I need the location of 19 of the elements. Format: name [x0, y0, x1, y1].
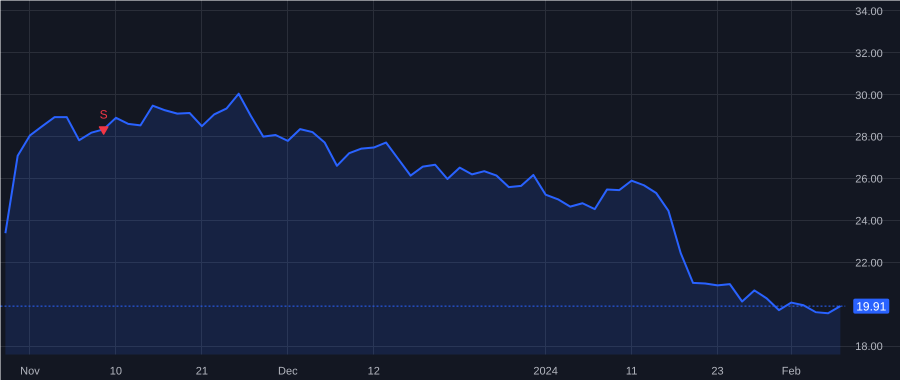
annotation: S	[100, 107, 108, 122]
x-tick-label: 12	[368, 366, 380, 378]
y-tick-label: 28.00	[855, 132, 883, 144]
x-tick-label: 11	[626, 366, 638, 378]
y-tick-label: 26.00	[855, 174, 883, 186]
x-tick-label: Feb	[782, 366, 801, 378]
ref-line-label: 19.91	[856, 300, 887, 314]
y-tick-label: 24.00	[855, 215, 883, 228]
x-tick-label: 23	[711, 366, 724, 378]
x-tick-label: Dec	[278, 366, 298, 378]
y-tick-label: 30.00	[855, 90, 883, 102]
x-tick-label: 21	[196, 366, 208, 378]
y-tick-label: 18.00	[855, 341, 883, 354]
x-tick-label: Nov	[20, 366, 40, 378]
x-tick-label: 2024	[533, 366, 558, 378]
y-tick-label: 32.00	[855, 48, 883, 60]
y-tick-label: 34.00	[855, 6, 883, 18]
x-tick-label: 10	[110, 366, 122, 378]
y-tick-label: 22.00	[855, 257, 883, 270]
